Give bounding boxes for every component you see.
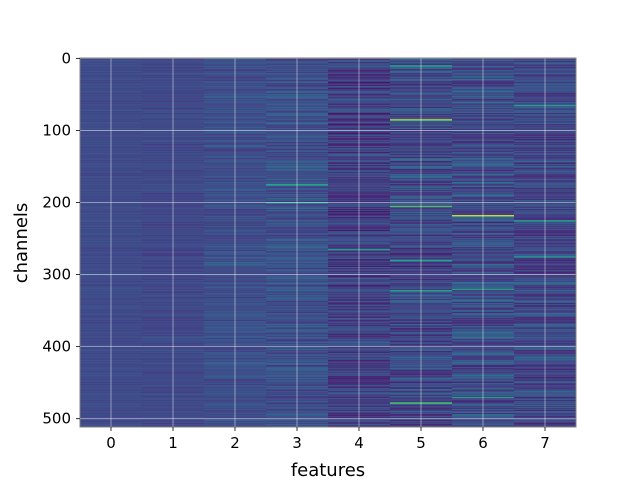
x-tick-label: 2: [230, 434, 240, 452]
x-tick-label: 5: [416, 434, 426, 452]
y-tick-label: 300: [42, 266, 71, 284]
x-tick-label: 3: [292, 434, 302, 452]
x-tick-label: 0: [106, 434, 116, 452]
x-axis-ticks: 0 1 2 3 4 5 6 7: [106, 427, 550, 452]
plot-area: [80, 58, 577, 428]
y-tick-label: 0: [61, 49, 71, 67]
y-axis-label: channels: [11, 203, 32, 284]
y-tick-label: 200: [42, 194, 71, 212]
x-tick-label: 4: [354, 434, 364, 452]
grid-lines: [80, 57, 576, 427]
x-tick-label: 1: [168, 434, 178, 452]
y-tick-label: 400: [42, 338, 71, 356]
y-axis-ticks: 0 100 200 300 400 500: [42, 49, 80, 428]
y-tick-label: 500: [42, 410, 71, 428]
y-tick-label: 100: [42, 121, 71, 139]
x-tick-label: 6: [478, 434, 488, 452]
x-tick-label: 7: [540, 434, 550, 452]
x-axis-label: features: [291, 460, 365, 480]
plot-frame: [79, 57, 577, 428]
